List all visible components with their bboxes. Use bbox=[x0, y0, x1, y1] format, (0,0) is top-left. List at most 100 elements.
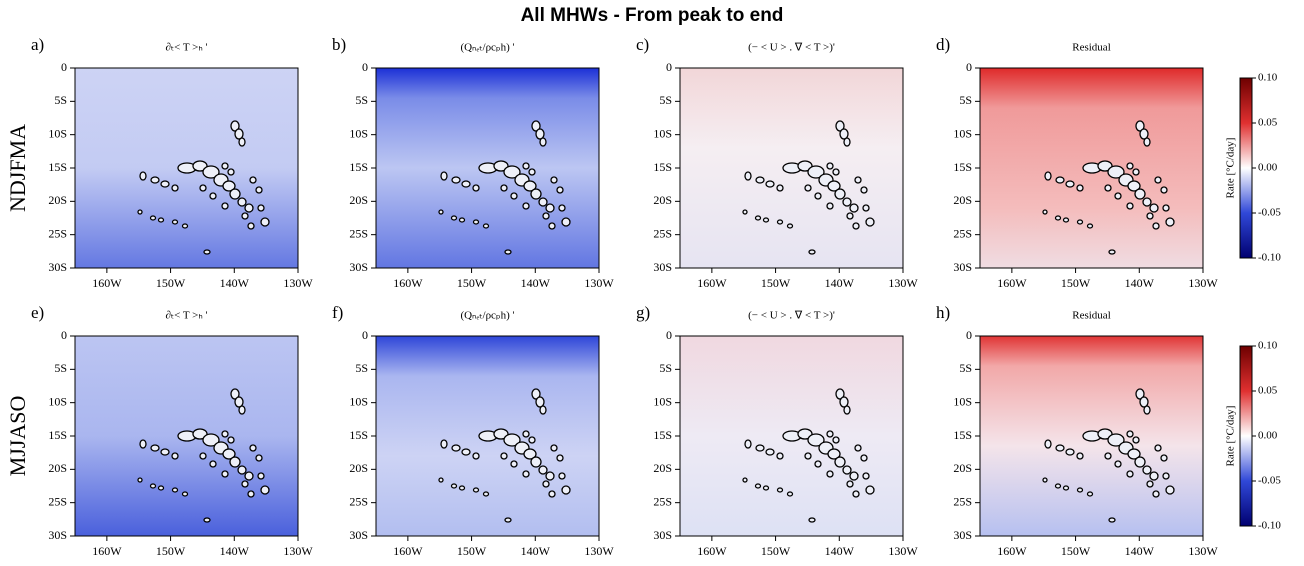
y-tick-label: 15S bbox=[48, 428, 67, 442]
x-tick-label: 130W bbox=[283, 544, 313, 558]
x-tick-label: 140W bbox=[1125, 276, 1155, 290]
panel-label: h) bbox=[936, 303, 950, 322]
panel-label: e) bbox=[31, 303, 44, 322]
panel-label: a) bbox=[31, 35, 44, 54]
y-tick-label: 20S bbox=[349, 461, 368, 475]
x-tick-label: 140W bbox=[825, 276, 855, 290]
x-tick-label: 150W bbox=[761, 276, 791, 290]
colorbar-tick-label: 0.10 bbox=[1258, 340, 1278, 352]
colorbar-tick-label: -0.05 bbox=[1258, 207, 1281, 219]
x-tick-label: 160W bbox=[393, 544, 423, 558]
y-tick-label: 0 bbox=[966, 328, 972, 342]
y-tick-label: 0 bbox=[362, 328, 368, 342]
x-tick-label: 150W bbox=[156, 544, 186, 558]
x-tick-label: 130W bbox=[283, 276, 313, 290]
y-tick-label: 0 bbox=[666, 328, 672, 342]
x-tick-label: 130W bbox=[1188, 276, 1218, 290]
y-tick-label: 15S bbox=[953, 160, 972, 174]
y-tick-label: 10S bbox=[48, 394, 67, 408]
panel-subtitle: (− < U > . ∇ < T >)' bbox=[748, 310, 835, 322]
x-tick-label: 160W bbox=[997, 544, 1027, 558]
y-tick-label: 20S bbox=[953, 193, 972, 207]
y-tick-label: 30S bbox=[653, 260, 672, 274]
y-tick-label: 20S bbox=[653, 461, 672, 475]
y-tick-label: 20S bbox=[48, 461, 67, 475]
y-tick-label: 30S bbox=[953, 260, 972, 274]
panel-label: f) bbox=[332, 303, 343, 322]
y-tick-label: 15S bbox=[653, 428, 672, 442]
y-tick-label: 30S bbox=[48, 260, 67, 274]
row-label: MJJASO bbox=[5, 396, 30, 477]
x-tick-label: 160W bbox=[92, 544, 122, 558]
y-tick-label: 25S bbox=[953, 226, 972, 240]
y-tick-label: 10S bbox=[653, 126, 672, 140]
y-tick-label: 10S bbox=[349, 126, 368, 140]
x-tick-label: 150W bbox=[156, 276, 186, 290]
y-tick-label: 10S bbox=[953, 126, 972, 140]
y-tick-label: 15S bbox=[953, 428, 972, 442]
panel-subtitle: ∂ₜ< T >ₕ ' bbox=[165, 310, 207, 322]
panel-label: b) bbox=[332, 35, 346, 54]
x-tick-label: 160W bbox=[997, 276, 1027, 290]
y-tick-label: 30S bbox=[349, 260, 368, 274]
x-tick-label: 140W bbox=[521, 544, 551, 558]
colorbar-tick-label: 0.10 bbox=[1258, 72, 1278, 84]
colorbar-label: Rate [°C/day] bbox=[1225, 406, 1237, 467]
y-tick-label: 20S bbox=[349, 193, 368, 207]
colorbar-tick-label: 0.00 bbox=[1258, 162, 1278, 174]
colorbar-tick-label: 0.05 bbox=[1258, 117, 1278, 129]
y-tick-label: 10S bbox=[953, 394, 972, 408]
y-tick-label: 0 bbox=[666, 60, 672, 74]
row-label: NDJFMA bbox=[5, 124, 30, 212]
y-tick-label: 25S bbox=[48, 226, 67, 240]
y-tick-label: 5S bbox=[959, 361, 972, 375]
y-tick-label: 30S bbox=[349, 528, 368, 542]
x-tick-label: 140W bbox=[220, 276, 250, 290]
figure-title: All MHWs - From peak to end bbox=[521, 5, 784, 26]
panel-subtitle: Residual bbox=[1072, 42, 1111, 54]
y-tick-label: 0 bbox=[966, 60, 972, 74]
y-tick-label: 25S bbox=[653, 494, 672, 508]
panel-label: d) bbox=[936, 35, 950, 54]
x-tick-label: 150W bbox=[457, 276, 487, 290]
panel-subtitle: (Qₙₑₜ/ρcₚh) ' bbox=[460, 42, 514, 54]
y-tick-label: 0 bbox=[362, 60, 368, 74]
y-tick-label: 15S bbox=[349, 160, 368, 174]
x-tick-label: 140W bbox=[1125, 544, 1155, 558]
y-tick-label: 10S bbox=[653, 394, 672, 408]
y-tick-label: 10S bbox=[48, 126, 67, 140]
x-tick-label: 140W bbox=[521, 276, 551, 290]
y-tick-label: 30S bbox=[48, 528, 67, 542]
y-tick-label: 30S bbox=[653, 528, 672, 542]
y-tick-label: 20S bbox=[953, 461, 972, 475]
x-tick-label: 150W bbox=[1061, 276, 1091, 290]
y-tick-label: 5S bbox=[959, 93, 972, 107]
y-tick-label: 25S bbox=[953, 494, 972, 508]
x-tick-label: 130W bbox=[888, 276, 918, 290]
x-tick-label: 140W bbox=[825, 544, 855, 558]
x-tick-label: 130W bbox=[584, 544, 614, 558]
x-tick-label: 160W bbox=[92, 276, 122, 290]
x-tick-label: 150W bbox=[457, 544, 487, 558]
y-tick-label: 20S bbox=[653, 193, 672, 207]
y-tick-label: 5S bbox=[659, 361, 672, 375]
colorbar-tick-label: -0.05 bbox=[1258, 475, 1281, 487]
colorbar-tick-label: 0.05 bbox=[1258, 385, 1278, 397]
panel-subtitle: (Qₙₑₜ/ρcₚh) ' bbox=[460, 310, 514, 322]
y-tick-label: 25S bbox=[48, 494, 67, 508]
colorbar bbox=[1239, 77, 1253, 259]
y-tick-label: 25S bbox=[349, 226, 368, 240]
x-tick-label: 160W bbox=[697, 544, 727, 558]
x-tick-label: 150W bbox=[1061, 544, 1091, 558]
y-tick-label: 15S bbox=[48, 160, 67, 174]
y-tick-label: 30S bbox=[953, 528, 972, 542]
x-tick-label: 130W bbox=[584, 276, 614, 290]
x-tick-label: 150W bbox=[761, 544, 791, 558]
x-tick-label: 130W bbox=[1188, 544, 1218, 558]
panel-label: c) bbox=[636, 35, 649, 54]
y-tick-label: 25S bbox=[349, 494, 368, 508]
y-tick-label: 25S bbox=[653, 226, 672, 240]
panel-subtitle: (− < U > . ∇ < T >)' bbox=[748, 42, 835, 54]
x-tick-label: 140W bbox=[220, 544, 250, 558]
